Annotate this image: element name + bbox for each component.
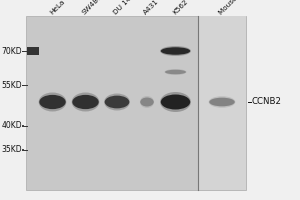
- Ellipse shape: [160, 92, 191, 112]
- Ellipse shape: [104, 94, 130, 110]
- Ellipse shape: [160, 46, 191, 56]
- Ellipse shape: [39, 95, 66, 109]
- Ellipse shape: [164, 69, 187, 75]
- Text: 40KD-: 40KD-: [2, 121, 25, 130]
- Ellipse shape: [72, 95, 99, 109]
- Text: DU 145: DU 145: [113, 0, 136, 16]
- Ellipse shape: [72, 92, 99, 112]
- Bar: [27, 47, 39, 55]
- Ellipse shape: [140, 98, 154, 106]
- Ellipse shape: [209, 98, 235, 106]
- Text: Mouse thymus: Mouse thymus: [218, 0, 259, 16]
- Text: A431: A431: [143, 0, 160, 16]
- Ellipse shape: [161, 47, 190, 55]
- Bar: [198, 16, 246, 190]
- Ellipse shape: [208, 96, 236, 108]
- Text: HeLa: HeLa: [48, 0, 65, 16]
- Ellipse shape: [39, 92, 66, 112]
- Ellipse shape: [140, 96, 154, 108]
- Text: CCNB2: CCNB2: [252, 98, 282, 106]
- Text: K562: K562: [171, 0, 189, 16]
- Bar: [26, 16, 246, 190]
- Ellipse shape: [161, 95, 190, 110]
- Ellipse shape: [105, 96, 129, 108]
- Text: 35KD-: 35KD-: [2, 146, 25, 154]
- Text: 55KD-: 55KD-: [2, 81, 25, 90]
- Ellipse shape: [165, 70, 186, 74]
- Text: 70KD-: 70KD-: [2, 46, 25, 55]
- Text: SW480: SW480: [81, 0, 104, 16]
